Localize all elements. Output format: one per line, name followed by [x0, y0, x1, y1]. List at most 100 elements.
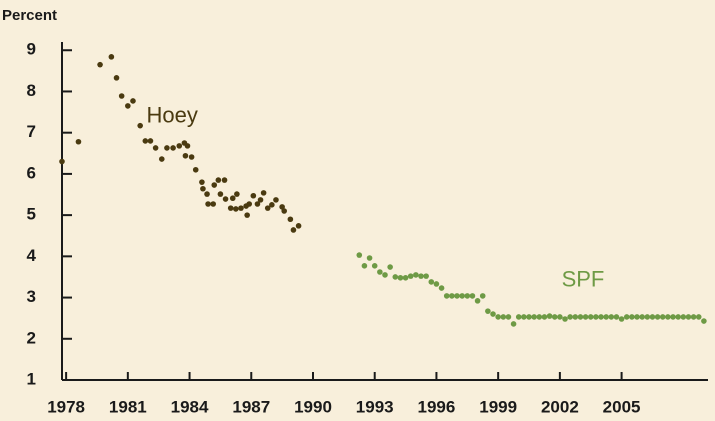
x-tick-label: 1978	[47, 397, 85, 416]
point	[260, 190, 267, 196]
point	[269, 202, 275, 208]
x-tick-label: 1981	[109, 397, 147, 416]
point	[257, 197, 264, 203]
point	[567, 314, 573, 320]
x-tick-label: 1993	[356, 397, 394, 416]
point	[413, 272, 419, 278]
point	[113, 75, 120, 81]
point	[295, 223, 302, 229]
point	[217, 191, 224, 197]
point	[170, 145, 176, 151]
point	[118, 93, 125, 99]
point	[158, 156, 165, 162]
point	[479, 293, 486, 299]
point	[613, 314, 620, 320]
point	[598, 314, 604, 320]
y-tick-label: 8	[27, 81, 36, 100]
point	[536, 314, 543, 320]
point	[665, 314, 671, 320]
point	[407, 273, 414, 279]
point	[546, 313, 553, 319]
point	[97, 61, 103, 68]
point	[254, 201, 261, 207]
point	[188, 154, 195, 160]
point	[695, 314, 702, 320]
point	[356, 252, 363, 258]
point	[402, 274, 409, 281]
y-tick-label: 1	[27, 369, 36, 388]
point	[603, 314, 609, 320]
point	[281, 208, 287, 214]
point	[250, 192, 257, 199]
point	[629, 314, 635, 320]
point	[428, 279, 435, 285]
point	[377, 269, 383, 275]
x-tick-label: 2005	[603, 397, 641, 416]
point	[608, 314, 615, 320]
point	[125, 103, 131, 109]
point	[634, 314, 640, 320]
x-tick-label: 1996	[418, 397, 456, 416]
point	[572, 314, 579, 320]
point	[541, 314, 548, 320]
point	[701, 318, 707, 324]
y-axis-label: Percent	[2, 7, 57, 24]
point	[59, 158, 65, 165]
point	[449, 293, 455, 299]
point	[238, 205, 244, 211]
point	[670, 314, 676, 320]
point	[227, 205, 234, 211]
point	[423, 273, 429, 279]
point	[246, 201, 253, 207]
point	[490, 311, 496, 317]
point	[210, 201, 217, 207]
x-tick-label: 2002	[541, 397, 579, 416]
point	[222, 196, 229, 202]
point	[485, 308, 491, 314]
point	[433, 281, 440, 287]
point	[182, 152, 189, 159]
point	[587, 314, 594, 320]
point	[438, 285, 445, 291]
point	[464, 293, 471, 299]
y-tick-label: 9	[27, 40, 36, 59]
point	[142, 138, 149, 144]
point	[234, 191, 240, 197]
point	[577, 314, 584, 320]
point	[176, 143, 183, 149]
point	[152, 145, 159, 151]
point	[366, 255, 373, 261]
x-tick-label: 1987	[232, 397, 270, 416]
point	[474, 298, 481, 304]
x-tick-label: 1984	[171, 397, 209, 416]
point	[290, 227, 297, 233]
point	[675, 314, 681, 320]
y-tick-label: 3	[27, 287, 36, 306]
y-tick-label: 4	[27, 246, 37, 265]
point	[582, 314, 589, 320]
point	[184, 143, 191, 149]
point	[244, 212, 250, 218]
point	[397, 274, 404, 281]
y-tick-label: 6	[27, 163, 36, 182]
point	[108, 54, 115, 60]
point	[505, 314, 512, 320]
point	[387, 264, 393, 270]
point	[623, 314, 630, 320]
y-tick-label: 7	[27, 122, 36, 141]
point	[526, 314, 532, 320]
point	[164, 145, 170, 151]
point	[557, 314, 563, 320]
point	[459, 293, 465, 299]
point	[690, 314, 697, 320]
point	[659, 314, 666, 320]
point	[510, 321, 517, 327]
point	[418, 273, 424, 279]
point	[531, 314, 537, 320]
point	[454, 293, 460, 299]
point	[654, 314, 661, 320]
x-tick-label: 1990	[294, 397, 332, 416]
point	[521, 314, 527, 320]
